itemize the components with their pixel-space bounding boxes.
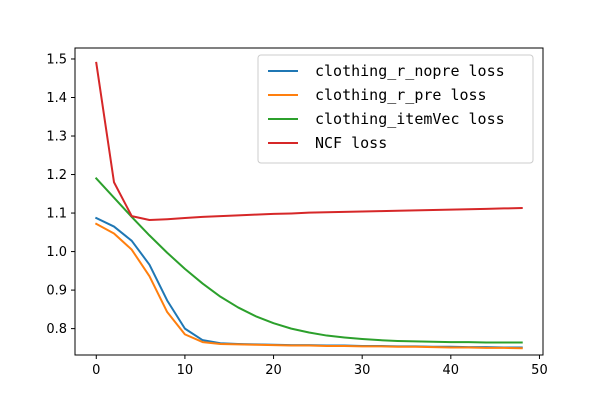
x-tick-label: 20	[265, 363, 282, 378]
y-tick-label: 1.1	[46, 207, 67, 222]
legend-label: clothing_r_nopre loss	[315, 62, 505, 80]
x-tick-label: 50	[531, 363, 548, 378]
y-tick-label: 1.4	[46, 91, 67, 106]
x-tick-label: 0	[92, 363, 100, 378]
series-line-3	[94, 176, 523, 344]
x-axis: 0 10 20 30 40 50	[92, 355, 548, 378]
y-tick-label: 0.8	[46, 322, 67, 337]
legend-box	[257, 54, 534, 164]
series-line-2	[94, 222, 523, 350]
y-tick-label: 1.0	[46, 245, 67, 260]
y-axis: 0.8 0.9 1.0 1.1 1.2 1.3 1.4 1.5	[46, 52, 75, 337]
plot-area-frame	[74, 47, 544, 356]
y-tick-label: 1.3	[46, 130, 67, 145]
series-line-4	[95, 61, 523, 221]
x-tick-label: 10	[177, 363, 194, 378]
series-lines	[94, 61, 523, 350]
legend: clothing_r_nopre loss clothing_r_pre loss…	[257, 54, 534, 164]
legend-label: NCF loss	[315, 134, 387, 152]
y-tick-label: 1.5	[46, 52, 67, 67]
y-tick-label: 1.2	[46, 168, 67, 183]
y-tick-label: 0.9	[46, 284, 67, 299]
legend-label: clothing_itemVec loss	[315, 110, 505, 128]
x-tick-label: 40	[443, 363, 460, 378]
x-tick-label: 30	[354, 363, 371, 378]
legend-label: clothing_r_pre loss	[315, 86, 487, 104]
